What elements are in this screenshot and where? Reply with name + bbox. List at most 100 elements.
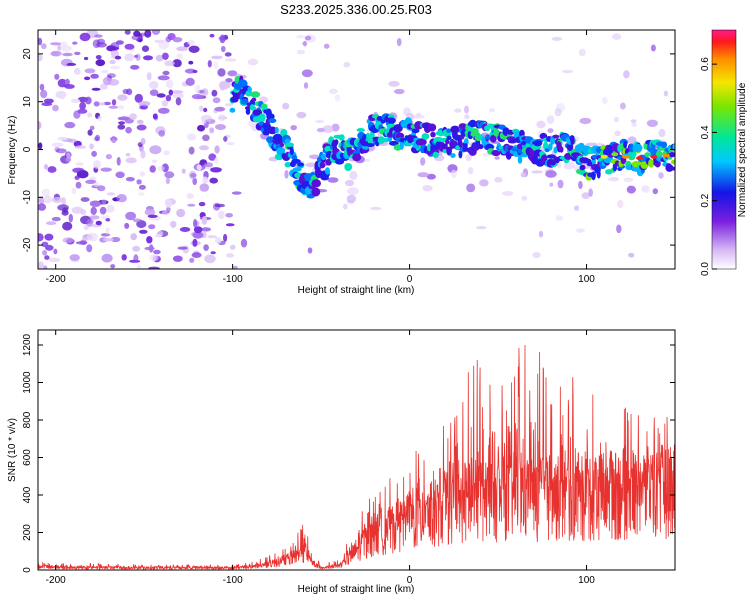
spectrogram-noise-blob [62,237,74,244]
spectrogram-signal-blob [245,106,251,111]
spectrogram-peak-blob [600,154,608,159]
spectrogram-noise-blob [141,45,150,52]
spectrogram-noise-blob [201,227,212,232]
spectrogram-signal-blob [250,91,261,98]
spectrogram-signal-blob [543,141,549,150]
spectrogram-signal-blob [517,155,523,164]
spectrogram-noise-blob [90,206,97,215]
spectrogram-peak-blob [650,154,658,159]
spectrogram-noise-blob [305,162,318,168]
spectrogram-noise-blob [620,102,626,110]
spectrogram-noise-blob [630,119,637,123]
spectrogram-noise-blob [563,161,575,170]
spectrogram-noise-blob [101,199,107,205]
spectrogram-noise-blob [79,32,91,42]
spectrogram-signal-blob [352,153,362,162]
spectrogram-noise-blob [48,257,61,263]
spectrogram-noise-blob [132,218,142,223]
spectrogram-noise-blob [240,238,248,248]
spectrogram-noise-blob [247,58,259,66]
spectrogram-noise-blob [189,257,195,263]
spectrogram-noise-blob [201,120,206,125]
spectrogram-noise-blob [555,215,564,221]
spectrogram-noise-blob [134,54,139,58]
spectrogram-noise-blob [322,125,334,133]
spectrogram-signal-blob [356,128,365,132]
spectrogram-x-ticks: -200 -100 0 100 [46,30,595,285]
spectrogram-noise-blob [202,134,210,142]
spectrogram-noise-blob [314,120,325,123]
spectrogram-noise-blob [207,235,218,239]
spectrogram-signal-blob [520,153,528,158]
spectrogram-peak-blob [622,154,629,159]
spectrogram-noise-blob [578,180,583,190]
spectrogram-noise-blob [115,171,125,179]
colorbar-ticks: 0.0 0.2 0.4 0.6 [700,57,717,276]
spectrogram-noise-blob [617,199,624,209]
spectrogram-noise-blob [126,88,133,96]
spectrogram-signal-blob [552,134,560,139]
spectrogram-noise-blob [84,76,91,81]
spectrogram-noise-blob [85,179,97,184]
spectrogram-signal-blob [432,151,439,158]
spectrogram-noise-blob [72,167,85,173]
spectrogram-noise-blob [641,185,650,193]
spectrogram-signal-blob [470,128,479,134]
spectrogram-noise-blob [302,40,307,47]
spectrogram-noise-blob [131,34,142,41]
spectrogram-noise-blob [588,188,593,197]
spectrogram-noise-blob [114,55,122,60]
spectrogram-noise-blob [614,116,619,123]
spectrogram-signal-blob [629,143,635,153]
spectrogram-signal-blob [644,152,651,157]
spectrogram-noise-blob [214,157,219,164]
spectrogram-signal-blob [284,138,291,144]
spectrogram-noise-blob [50,50,62,57]
spectrogram-noise-blob [138,101,151,107]
spectrogram-noise-blob [43,195,52,204]
spectrogram-noise-blob [623,70,630,79]
spectrogram-noise-blob [344,179,355,187]
spectrogram-noise-blob [91,87,101,91]
spectrogram-noise-blob [224,58,237,62]
snr-y-tick-label: 1000 [22,371,33,394]
spectrogram-noise-blob [102,237,114,242]
figure-title: S233.2025.336.00.25.R03 [280,2,432,17]
spectrogram-noise-blob [51,216,61,222]
spectrogram-noise-blob [347,187,359,196]
spectrogram-noise-blob [39,83,45,91]
spectrogram-noise-blob [307,247,313,254]
spectrogram-noise-blob [165,177,170,185]
spectrogram-signal-blob [440,143,448,148]
snr-y-tick-label: 1200 [22,333,33,356]
spectrogram-signal-blob [442,149,448,154]
spectrogram-noise-blob [136,119,144,124]
spectrogram-noise-blob [213,61,219,69]
snr-y-tick-label: 400 [22,486,33,503]
spectrogram-noise-blob [549,182,554,187]
spectrogram-y-tick-label: 10 [22,96,33,108]
spectrogram-noise-blob [201,88,209,96]
spectrogram-noise-blob [89,125,95,131]
spectrogram-noise-blob [57,44,62,51]
spectrogram-noise-blob [628,252,635,258]
spectrogram-signal-blob [570,138,575,145]
spectrogram-noise-blob [575,228,585,233]
spectrogram-noise-blob [125,152,131,157]
spectrogram-signal-blob [655,150,663,159]
spectrogram-noise-blob [219,34,226,44]
spectrogram-noise-blob [557,179,564,189]
spectrogram-noise-blob [165,36,172,43]
spectrogram-noise-blob [125,177,135,182]
spectrogram-noise-blob [585,142,598,146]
spectrogram-signal-blob [297,162,304,167]
spectrogram-noise-blob [158,130,166,137]
spectrogram-noise-blob [203,244,209,252]
spectrogram-noise-blob [214,203,225,208]
spectrogram-noise-blob [65,157,72,163]
spectrogram-noise-blob [38,142,43,150]
spectrogram-noise-blob [650,44,656,52]
spectrogram-signal-blob [648,159,655,168]
spectrogram-noise-blob [149,244,154,253]
spectrogram-noise-blob [165,94,172,102]
